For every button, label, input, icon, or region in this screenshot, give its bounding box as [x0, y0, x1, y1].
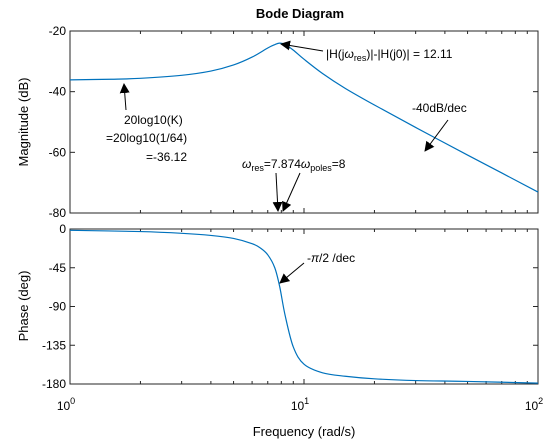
phase-y-tick-labels: 0 -45 -90 -135 -180 [42, 222, 66, 391]
magnitude-ytick-label: -80 [49, 206, 67, 220]
phase-y-label: Phase (deg) [16, 271, 31, 342]
wpoles-arrow [282, 172, 301, 212]
phase-pi: π [311, 251, 320, 265]
magnitude-y-tick-labels: -20 -40 -60 -80 [49, 24, 67, 220]
gain-line3: =-36.12 [146, 150, 187, 164]
peak-arrow [280, 40, 324, 52]
phase-ytick-label: -180 [42, 377, 66, 391]
resonance-annotation: ωres=7.874ωpoles=8 [242, 157, 346, 212]
magnitude-ytick-label: -60 [49, 145, 67, 159]
wres-arrow [272, 172, 283, 212]
wres-sub: res [251, 163, 264, 173]
peak-omega: ω [344, 47, 353, 61]
wres-eq: =7.874 [264, 157, 301, 171]
wpoles-sub: poles [310, 163, 332, 173]
x-tick-label: 100 [57, 396, 75, 413]
resonance-text: ωres=7.874ωpoles=8 [242, 157, 346, 173]
peak-annotation: |H(jωres)|-|H(j0)| = 12.11 [280, 40, 453, 63]
phase-ytick-label: -90 [49, 300, 67, 314]
x-axis-label: Frequency (rad/s) [253, 424, 356, 439]
x-tick-label: 102 [525, 396, 543, 413]
gain-annotation: 20log10(K) =20log10(1/64) =-36.12 [106, 83, 187, 164]
peak-annotation-pre: |H(j [326, 47, 344, 61]
phase-series-line [69, 229, 539, 384]
gain-line2: =20log10(1/64) [106, 131, 187, 145]
magnitude-y-label: Magnitude (dB) [16, 78, 31, 167]
phase-slope-pre: - [307, 251, 311, 265]
chart-title: Bode Diagram [256, 6, 344, 21]
gain-line1: 20log10(K) [124, 113, 183, 127]
gain-arrow [119, 83, 130, 111]
phase-ytick-label: -45 [49, 261, 67, 275]
phase-slope-arrow [279, 262, 305, 284]
x-tick-labels: 100 101 102 [57, 396, 543, 413]
peak-annotation-post: )|-|H(j0)| = 12.11 [366, 47, 452, 61]
magnitude-ticks [69, 30, 538, 214]
peak-res-sub: res [354, 53, 367, 63]
wpoles-omega: ω [301, 157, 310, 171]
slope-arrow [424, 119, 449, 152]
slope-annotation: -40dB/dec [412, 101, 467, 152]
x-tick-label: 101 [291, 396, 309, 413]
wpoles-eq: =8 [332, 157, 346, 171]
phase-slope-post: /2 /dec [319, 251, 355, 265]
phase-slope-annotation: -π/2 /dec [279, 251, 355, 284]
phase-slope-text: -π/2 /dec [307, 251, 355, 265]
magnitude-ytick-label: -40 [49, 85, 67, 99]
phase-ytick-label: 0 [59, 222, 66, 236]
phase-axes-box [69, 228, 539, 385]
peak-annotation-text: |H(jωres)|-|H(j0)| = 12.11 [326, 47, 453, 63]
wres-omega: ω [242, 157, 251, 171]
phase-ytick-label: -135 [42, 338, 66, 352]
magnitude-ytick-label: -20 [49, 24, 67, 38]
phase-ticks [69, 228, 538, 385]
slope-text: -40dB/dec [412, 101, 467, 115]
